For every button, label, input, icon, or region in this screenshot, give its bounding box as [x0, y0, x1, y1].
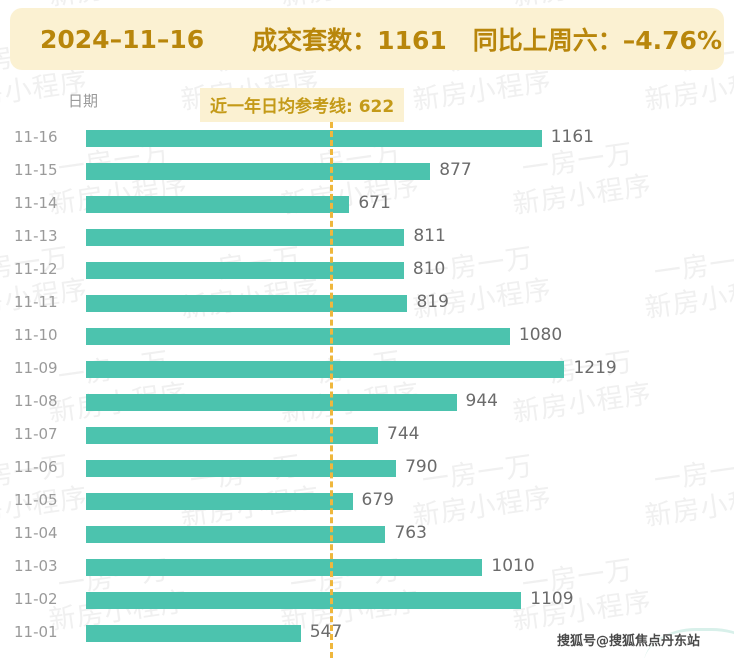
bar-value-label: 877 [439, 160, 472, 180]
header-transaction-count: 成交套数：1161 [252, 26, 447, 55]
bar-category-label: 11-09 [14, 359, 58, 377]
bar-value-label: 679 [361, 490, 394, 510]
bar-category-label: 11-08 [14, 392, 58, 410]
source-watermark: 搜狐号@搜狐焦点丹东站 [556, 634, 700, 649]
table-row[interactable]: 11-14 671 [0, 188, 734, 221]
table-row[interactable]: 11-04 763 [0, 518, 734, 551]
table-row[interactable]: 11-13 811 [0, 221, 734, 254]
header-comparison: 同比上周六：–4.76% [472, 26, 722, 55]
bar-value-label: 763 [394, 523, 427, 543]
table-row[interactable]: 11-06 790 [0, 452, 734, 485]
reference-line-label: 近一年日均参考线: 622 [200, 88, 405, 122]
bar-value-label: 790 [405, 457, 438, 477]
table-row[interactable]: 11-10 1080 [0, 320, 734, 353]
bar-value-label: 1161 [550, 127, 594, 147]
bar[interactable] [86, 262, 404, 279]
bar-value-label: 819 [416, 292, 449, 312]
bar[interactable] [86, 460, 397, 477]
bar-category-label: 11-12 [14, 260, 58, 278]
bar-value-label: 811 [413, 226, 446, 246]
bar-category-label: 11-03 [14, 557, 58, 575]
bar[interactable] [86, 526, 386, 543]
bar-category-label: 11-05 [14, 491, 58, 509]
bar[interactable] [86, 427, 379, 444]
table-row[interactable]: 11-01 547 [0, 617, 734, 650]
header-date: 2024–11–16 [40, 24, 205, 54]
table-row[interactable]: 11-09 1219 [0, 353, 734, 386]
bar-chart: 日期 近一年日均参考线: 622 11-16 1161 11-15 877 11-14 6… [0, 70, 734, 658]
bar-category-label: 11-16 [14, 128, 58, 146]
bar[interactable] [86, 361, 565, 378]
bar[interactable] [86, 493, 353, 510]
bar-category-label: 11-14 [14, 194, 58, 212]
bar[interactable] [86, 163, 431, 180]
bar-value-label: 1109 [530, 589, 574, 609]
bar-category-label: 11-13 [14, 227, 58, 245]
y-axis-label: 日期 [68, 92, 99, 110]
decorative-arc [644, 628, 734, 658]
table-row[interactable]: 11-03 1010 [0, 551, 734, 584]
table-row[interactable]: 11-16 1161 [0, 122, 734, 155]
table-row[interactable]: 11-05 679 [0, 485, 734, 518]
bar[interactable] [86, 196, 350, 213]
bar[interactable] [86, 559, 483, 576]
table-row[interactable]: 11-07 744 [0, 419, 734, 452]
bar-category-label: 11-01 [14, 623, 58, 641]
bar[interactable] [86, 295, 408, 312]
table-row[interactable]: 11-15 877 [0, 155, 734, 188]
bar-category-label: 11-10 [14, 326, 58, 344]
bar-value-label: 1219 [573, 358, 617, 378]
bar-category-label: 11-07 [14, 425, 58, 443]
summary-header-banner: 2024–11–16 成交套数：1161 同比上周六：–4.76% [10, 8, 724, 70]
bar-value-label: 671 [358, 193, 391, 213]
bar-value-label: 547 [309, 622, 343, 642]
table-row[interactable]: 11-11 819 [0, 287, 734, 320]
reference-line [330, 122, 334, 658]
table-row[interactable]: 11-12 810 [0, 254, 734, 287]
bar-category-label: 11-11 [14, 293, 58, 311]
bar-value-label: 810 [412, 259, 446, 279]
bar-category-label: 11-02 [14, 590, 58, 608]
bar-value-label: 1010 [491, 556, 535, 576]
chart-plot-area: 11-16 1161 11-15 877 11-14 671 11-13 811 11-12 81… [0, 122, 734, 658]
bar[interactable] [86, 394, 457, 411]
bar-category-label: 11-15 [14, 161, 58, 179]
bar-value-label: 1080 [518, 325, 563, 345]
bar[interactable] [86, 328, 510, 345]
table-row[interactable]: 11-02 1109 [0, 584, 734, 617]
bar[interactable] [86, 625, 301, 642]
bar-category-label: 11-04 [14, 524, 58, 542]
bar[interactable] [86, 130, 542, 147]
bar-category-label: 11-06 [14, 458, 58, 476]
bar[interactable] [86, 229, 405, 246]
bar-value-label: 744 [387, 424, 420, 444]
bar-value-label: 944 [465, 391, 498, 411]
table-row[interactable]: 11-08 944 [0, 386, 734, 419]
bar[interactable] [86, 592, 522, 609]
